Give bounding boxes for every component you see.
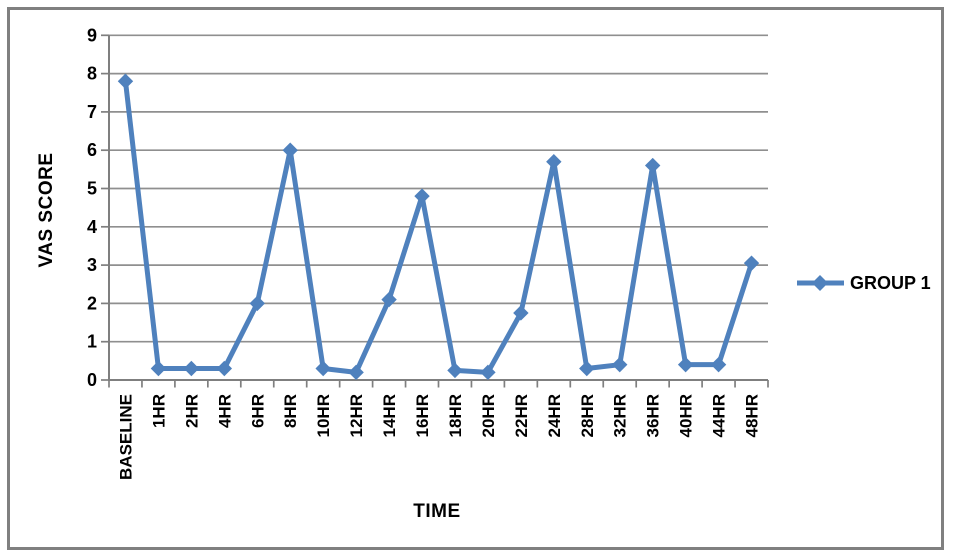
x-tick-label: 6HR	[248, 394, 267, 428]
y-tick-label: 5	[87, 179, 97, 199]
y-tick-label: 7	[87, 102, 97, 122]
y-tick-label: 1	[87, 332, 97, 352]
x-tick-label: 28HR	[578, 394, 597, 437]
data-point-marker	[183, 360, 200, 377]
data-point-marker	[612, 356, 628, 373]
legend-label: GROUP 1	[850, 272, 931, 293]
data-point-marker	[150, 360, 167, 377]
x-tick-label: 40HR	[677, 394, 696, 437]
y-tick-label: 8	[87, 64, 97, 84]
x-tick-label: 2HR	[182, 394, 201, 428]
y-tick-label: 2	[87, 293, 97, 313]
data-point-marker	[315, 360, 331, 377]
x-tick-label: 32HR	[611, 394, 630, 437]
data-point-marker	[414, 188, 430, 204]
x-tick-label: 10HR	[314, 394, 333, 437]
data-point-marker	[579, 360, 595, 377]
x-tick-label: 14HR	[380, 394, 399, 437]
x-tick-label: 36HR	[644, 394, 663, 437]
x-tick-label: 16HR	[413, 394, 432, 437]
y-axis-title: VAS SCORE	[36, 152, 57, 268]
legend: GROUP 1	[796, 271, 931, 295]
data-point-marker	[513, 305, 529, 321]
x-tick-label: 1HR	[149, 394, 168, 428]
y-tick-label: 3	[87, 255, 97, 275]
data-point-marker	[743, 255, 760, 271]
chart-border-frame	[7, 7, 944, 550]
data-point-marker	[117, 73, 134, 89]
data-point-marker	[546, 153, 562, 170]
legend-diamond-icon	[812, 275, 828, 291]
data-point-marker	[447, 362, 463, 379]
y-tick-label: 4	[87, 217, 97, 237]
x-tick-label: 48HR	[743, 394, 762, 437]
data-point-marker	[381, 291, 397, 308]
series-line	[122, 78, 755, 375]
y-tick-label: 0	[87, 370, 97, 390]
x-tick-label: 18HR	[446, 394, 465, 437]
data-point-marker	[282, 142, 298, 158]
x-tick-label: 12HR	[347, 394, 366, 437]
x-axis-title: TIME	[413, 501, 461, 522]
x-tick-label: 4HR	[215, 394, 234, 428]
x-tick-label: 44HR	[710, 394, 729, 437]
legend-marker-icon	[797, 275, 844, 291]
y-tick-label: 9	[87, 25, 97, 45]
x-tick-label: BASELINE	[116, 394, 135, 480]
data-point-marker	[710, 356, 727, 373]
x-tick-label: 22HR	[512, 394, 531, 437]
data-point-marker	[644, 157, 661, 174]
x-tick-label: 8HR	[281, 394, 300, 428]
data-point-marker	[677, 356, 694, 373]
data-point-marker	[216, 360, 233, 377]
y-tick-label: 6	[87, 140, 97, 160]
data-point-marker	[480, 364, 496, 381]
x-tick-label: 24HR	[545, 394, 564, 437]
data-point-marker	[249, 295, 265, 312]
x-tick-label: 20HR	[479, 394, 498, 437]
data-point-marker	[348, 364, 364, 381]
